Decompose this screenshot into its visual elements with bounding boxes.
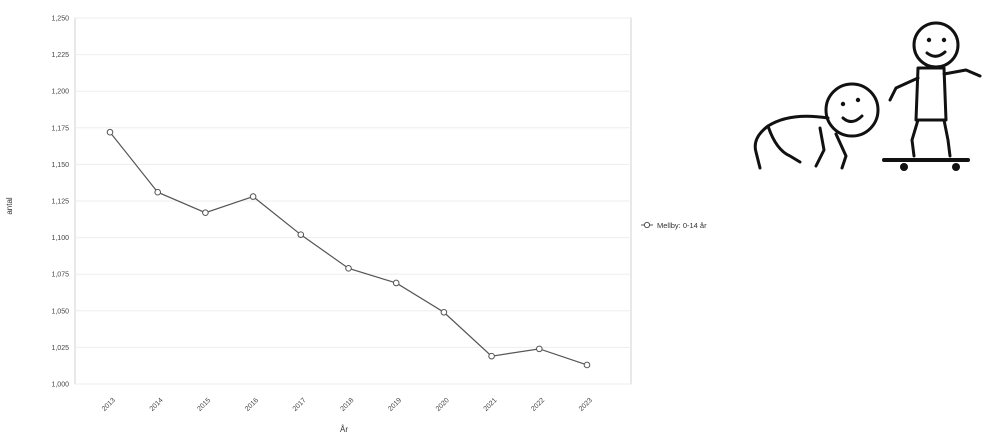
x-tick-label: 2014	[149, 397, 165, 413]
x-tick-label: 2020	[435, 397, 451, 413]
y-tick-label: 1,125	[51, 199, 69, 206]
y-tick-label: 1,025	[51, 345, 69, 352]
gridlines	[75, 17, 631, 385]
x-tick-label: 2021	[483, 397, 499, 413]
y-axis-title: antal	[5, 197, 14, 215]
data-point	[345, 265, 352, 272]
x-tick-label: 2016	[244, 397, 260, 413]
y-axis-ticks: 1,000 1,025 1,050 1,075 1,100 1,125 1,150 1,175…	[51, 16, 69, 389]
stick-figures-crawling-and-skateboarding-icon	[753, 21, 982, 171]
data-point	[106, 128, 114, 136]
y-tick-label: 1,100	[51, 235, 69, 242]
y-tick-label: 1,175	[51, 125, 69, 132]
data-point	[297, 231, 305, 238]
y-tick-label: 1,000	[51, 382, 69, 389]
x-axis-title: År	[340, 425, 348, 434]
x-tick-label: 2019	[387, 397, 403, 413]
legend: Mellby: 0-14 år	[641, 221, 707, 230]
data-point	[249, 193, 257, 200]
legend-marker	[643, 221, 651, 229]
y-tick-label: 1,075	[51, 272, 69, 279]
x-tick-label: 2015	[196, 397, 212, 413]
legend-label: Mellby: 0-14 år	[657, 221, 707, 230]
y-tick-label: 1,250	[51, 16, 69, 23]
y-tick-label: 1,200	[51, 89, 69, 96]
y-tick-label: 1,050	[51, 308, 69, 315]
x-tick-label: 2018	[339, 397, 355, 413]
data-point	[154, 188, 161, 196]
x-tick-label: 2023	[578, 397, 594, 413]
x-tick-label: 2013	[101, 397, 117, 413]
series-group	[106, 128, 591, 369]
data-point	[536, 345, 543, 353]
y-tick-label: 1,150	[51, 162, 69, 169]
data-point	[488, 352, 495, 360]
x-axis-ticks: 2013 2014 2015 2016 2017 2018 2019 2020 2021 2022…	[101, 397, 594, 413]
data-point	[583, 361, 591, 369]
data-point	[202, 209, 209, 217]
y-tick-label: 1,225	[51, 52, 69, 59]
x-tick-label: 2022	[530, 397, 546, 413]
x-tick-label: 2017	[292, 397, 308, 413]
data-point	[392, 279, 400, 287]
data-point	[440, 308, 448, 316]
